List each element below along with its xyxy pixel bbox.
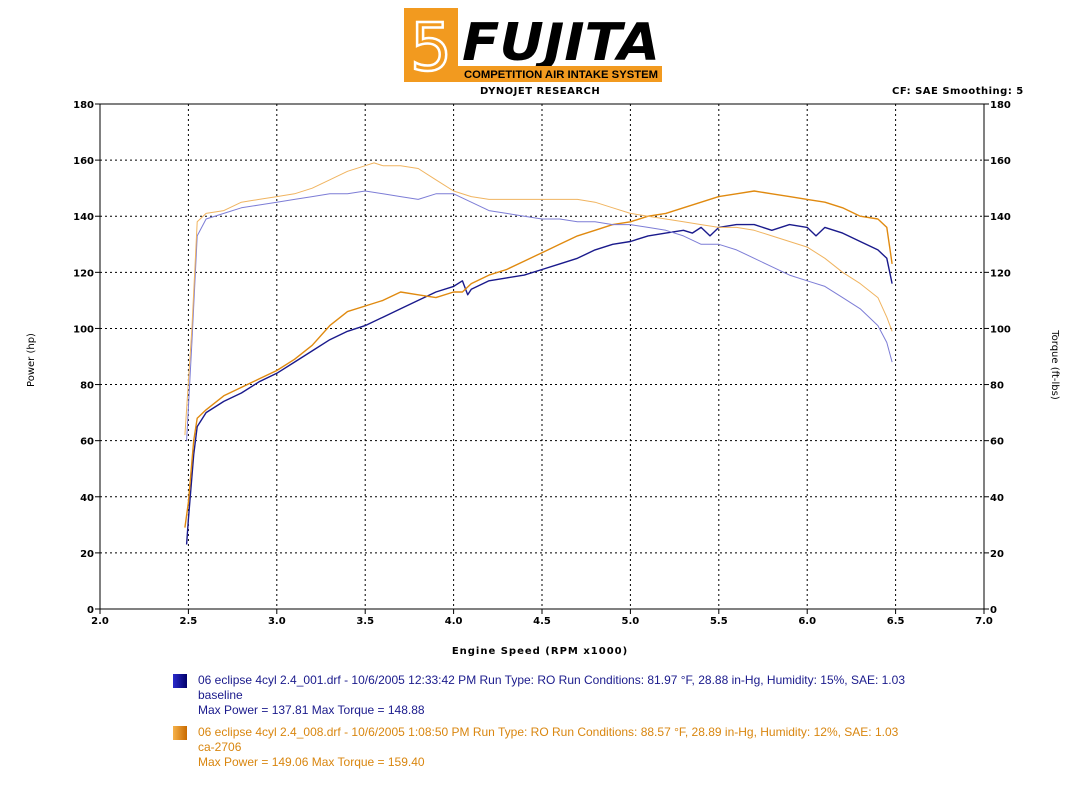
x-tick-label: 7.0 bbox=[975, 616, 993, 627]
legend-max-1: Max Power = 137.81 Max Torque = 148.88 bbox=[198, 703, 425, 717]
chart-grid bbox=[100, 104, 984, 609]
y-tick-label-right: 0 bbox=[990, 605, 997, 616]
legend-name-1: baseline bbox=[198, 688, 243, 702]
y-tick-label-right: 100 bbox=[990, 324, 1011, 335]
x-ticks: 2.0 2.5 3.0 3.5 4.0 4.5 5.0 5.5 6.0 6.5 7.0 bbox=[91, 609, 993, 627]
logo-badge bbox=[404, 8, 458, 82]
y-tick-label-left: 100 bbox=[73, 324, 94, 335]
x-tick-label: 3.0 bbox=[268, 616, 286, 627]
y-tick-label-left: 20 bbox=[80, 549, 94, 560]
header-cf-smoothing: CF: SAE Smoothing: 5 bbox=[892, 86, 1024, 97]
x-tick-label: 5.0 bbox=[622, 616, 640, 627]
series-baseline-torque bbox=[186, 190, 893, 441]
x-tick-label: 4.5 bbox=[533, 616, 551, 627]
y-ticks-left: 0 20 40 60 80 100 120 140 160 180 bbox=[73, 100, 100, 616]
legend-run-1: 06 eclipse 4cyl 2.4_001.drf - 10/6/2005 … bbox=[198, 673, 905, 687]
legend-text-1: 06 eclipse 4cyl 2.4_001.drf - 10/6/2005 … bbox=[198, 673, 905, 718]
y-axis-label-left: Power (hp) bbox=[26, 333, 37, 387]
x-tick-label: 5.5 bbox=[710, 616, 728, 627]
y-tick-label-left: 60 bbox=[80, 437, 94, 448]
x-tick-label: 6.5 bbox=[887, 616, 905, 627]
y-tick-label-right: 20 bbox=[990, 549, 1004, 560]
legend-run-2: 06 eclipse 4cyl 2.4_008.drf - 10/6/2005 … bbox=[198, 725, 899, 739]
logo-tagline: COMPETITION AIR INTAKE SYSTEM bbox=[464, 69, 658, 81]
y-tick-label-left: 180 bbox=[73, 100, 94, 111]
fujita-logo: 5 FUJITA COMPETITION AIR INTAKE SYSTEM bbox=[404, 8, 662, 84]
y-tick-label-left: 40 bbox=[80, 493, 94, 504]
y-tick-label-right: 120 bbox=[990, 268, 1011, 279]
y-tick-label-left: 0 bbox=[87, 605, 94, 616]
series-ca-2706-power bbox=[184, 190, 893, 528]
y-tick-label-right: 180 bbox=[990, 100, 1011, 111]
y-tick-label-right: 40 bbox=[990, 493, 1004, 504]
y-tick-label-left: 160 bbox=[73, 156, 94, 167]
y-tick-label-right: 160 bbox=[990, 156, 1011, 167]
series-baseline-power bbox=[185, 223, 893, 545]
x-tick-label: 4.0 bbox=[445, 616, 463, 627]
legend-max-2: Max Power = 149.06 Max Torque = 159.40 bbox=[198, 755, 425, 769]
logo-brand: FUJITA bbox=[462, 13, 660, 73]
x-tick-label: 2.5 bbox=[180, 616, 198, 627]
y-tick-label-left: 80 bbox=[80, 381, 94, 392]
x-axis-label: Engine Speed (RPM x1000) bbox=[452, 646, 628, 657]
y-ticks-right: 0 20 40 60 80 100 120 140 160 180 bbox=[984, 100, 1011, 616]
y-tick-label-right: 60 bbox=[990, 437, 1004, 448]
y-axis-label-right: Torque (ft-lbs) bbox=[1049, 329, 1060, 400]
x-tick-label: 3.5 bbox=[356, 616, 374, 627]
y-tick-label-left: 140 bbox=[73, 212, 94, 223]
legend-name-2: ca-2706 bbox=[198, 740, 242, 754]
y-tick-label-right: 140 bbox=[990, 212, 1011, 223]
y-tick-label-right: 80 bbox=[990, 381, 1004, 392]
logo-tagline-bar bbox=[458, 66, 662, 82]
legend-text-2: 06 eclipse 4cyl 2.4_008.drf - 10/6/2005 … bbox=[198, 725, 898, 770]
logo-glyph: 5 bbox=[410, 9, 452, 84]
header-dynojet: DYNOJET RESEARCH bbox=[480, 86, 601, 97]
chart-series bbox=[184, 162, 893, 545]
legend-swatch-1 bbox=[173, 674, 187, 688]
x-tick-label: 6.0 bbox=[798, 616, 816, 627]
x-tick-label: 2.0 bbox=[91, 616, 109, 627]
series-ca-2706-torque bbox=[184, 162, 893, 436]
legend-swatch-2 bbox=[173, 726, 187, 740]
y-tick-label-left: 120 bbox=[73, 268, 94, 279]
